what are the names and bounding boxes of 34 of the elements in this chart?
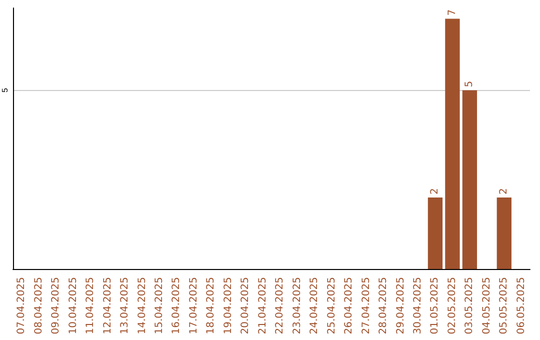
x-tick-label: 08.04.2025 (33, 277, 44, 334)
x-tick-label: 22.04.2025 (274, 277, 286, 334)
x-tick-label: 09.04.2025 (50, 277, 62, 334)
data-label: 7 (446, 9, 458, 16)
x-tick-label: 18.04.2025 (206, 277, 217, 334)
x-tick-label: 25.04.2025 (326, 277, 338, 334)
x-tick-label: 20.04.2025 (240, 277, 252, 334)
x-tick-label: 19.04.2025 (222, 277, 234, 334)
x-tick-label: 13.04.2025 (120, 277, 131, 334)
x-tick-label: 15.04.2025 (154, 277, 165, 334)
x-tick-label: 17.04.2025 (188, 277, 200, 334)
x-tick-label: 14.04.2025 (136, 277, 148, 334)
x-tick-label: 27.04.2025 (360, 277, 372, 334)
x-tick-label: 16.04.2025 (171, 277, 182, 334)
x-tick-label: 26.04.2025 (344, 277, 355, 334)
data-label: 5 (464, 80, 476, 88)
x-tick-label: 05.05.2025 (498, 277, 510, 334)
x-tick-label: 02.05.2025 (446, 277, 458, 334)
x-tick-label: 10.04.2025 (68, 277, 79, 334)
x-tick-label: 23.04.2025 (292, 277, 303, 334)
x-tick-label: 04.05.2025 (481, 277, 492, 334)
x-tick-label: 29.04.2025 (395, 277, 406, 334)
x-tick-label: 28.04.2025 (378, 277, 390, 334)
data-label: 2 (430, 188, 441, 194)
x-tick-label: 24.04.2025 (309, 277, 320, 334)
x-tick-label: 01.05.2025 (430, 277, 441, 334)
x-tick-label: 30.04.2025 (412, 277, 424, 334)
x-tick-label: 11.04.2025 (85, 277, 96, 334)
x-tick-label: 03.05.2025 (464, 277, 476, 334)
x-tick-label: 06.05.2025 (516, 277, 527, 334)
x-tick-label: 12.04.2025 (102, 277, 114, 334)
data-label: 2 (498, 188, 510, 194)
x-tick-label: 07.04.2025 (16, 277, 28, 334)
x-tick-label: 21.04.2025 (257, 277, 268, 334)
